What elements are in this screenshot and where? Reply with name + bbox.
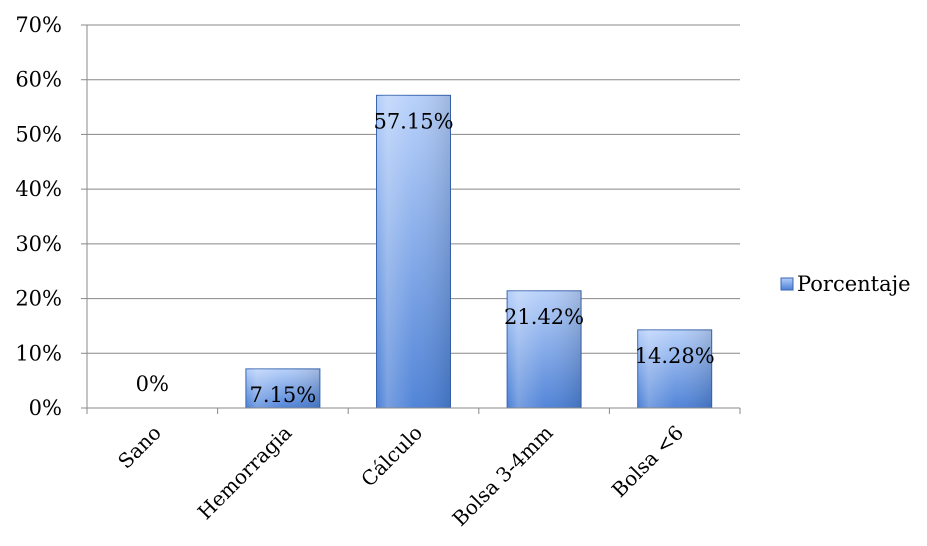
y-tick-label: 50% [15, 122, 62, 146]
bar-shine [507, 290, 582, 408]
legend: Porcentaje [780, 272, 911, 296]
y-tick-label: 0% [29, 396, 62, 420]
y-tick-label: 70% [15, 13, 62, 37]
bar [245, 368, 321, 409]
y-tick-label: 30% [15, 232, 62, 256]
legend-label: Porcentaje [797, 272, 911, 296]
bar-shine [376, 95, 451, 408]
x-tick-label: Bolsa <6 [607, 421, 688, 502]
data-label: 7.15% [250, 383, 317, 407]
x-tick-label: Hemorragia [193, 421, 297, 525]
y-tick-label: 40% [15, 177, 62, 201]
y-tick-label: 60% [15, 68, 62, 92]
data-label: 21.42% [504, 305, 584, 329]
bar [506, 290, 582, 409]
data-labels: 0% 7.15% 57.15% 21.42% 14.28% [136, 109, 715, 407]
bar-shine [245, 368, 320, 408]
x-axis-ticks: Sano Hemorragia Cálculo Bolsa 3-4mm Bolsa <6 [86, 408, 741, 531]
bar [637, 329, 713, 409]
bar-shine [637, 329, 712, 408]
y-tick-label: 20% [15, 287, 62, 311]
x-tick-label: Bolsa 3-4mm [447, 421, 557, 531]
bar [376, 94, 451, 409]
legend-swatch [780, 277, 794, 291]
x-tick-label: Sano [113, 421, 166, 474]
y-tick-label: 10% [15, 341, 62, 365]
bars [245, 94, 713, 409]
data-label: 0% [136, 372, 169, 396]
data-label: 14.28% [635, 344, 715, 368]
x-tick-label: Cálculo [356, 421, 427, 492]
y-axis-ticks: 0% 10% 20% 30% 40% 50% 60% 70% [15, 13, 62, 420]
data-label: 57.15% [373, 109, 453, 133]
